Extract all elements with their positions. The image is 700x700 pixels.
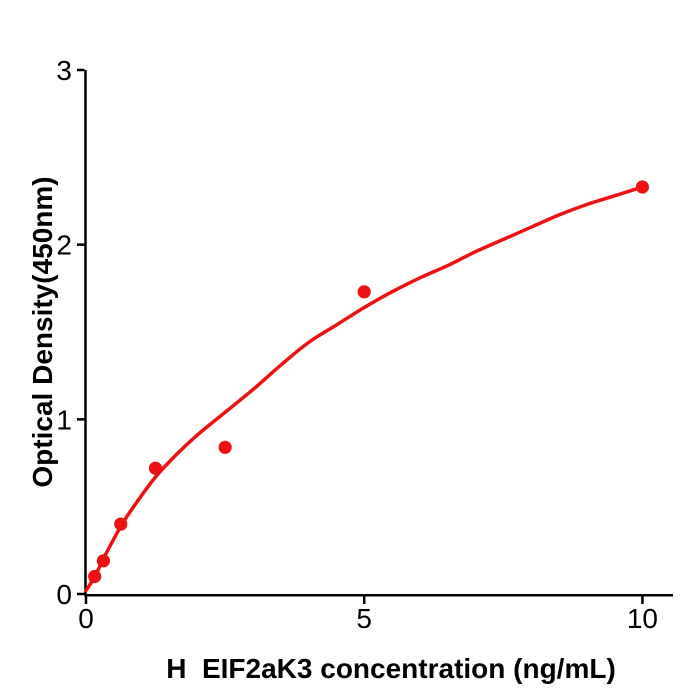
y-axis-title: Optical Density(450nm) bbox=[27, 176, 58, 487]
x-tick-label: 5 bbox=[356, 603, 372, 634]
y-tick-label: 1 bbox=[56, 404, 72, 435]
y-tick-label: 0 bbox=[56, 579, 72, 610]
data-point bbox=[114, 517, 128, 531]
ticks-layer: 0 5 10 0 1 2 3 bbox=[56, 55, 658, 634]
x-tick-label: 0 bbox=[78, 603, 94, 634]
data-point bbox=[96, 554, 110, 568]
data-series-layer bbox=[84, 180, 650, 593]
x-axis-title: H EIF2aK3 concentration (ng/mL) bbox=[166, 653, 616, 684]
data-point bbox=[218, 440, 232, 454]
y-tick-label: 2 bbox=[56, 230, 72, 261]
data-point bbox=[148, 461, 163, 475]
data-point bbox=[357, 285, 371, 299]
axes-layer bbox=[84, 70, 673, 597]
fit-curve bbox=[84, 185, 645, 593]
data-point bbox=[88, 569, 102, 584]
data-point bbox=[635, 180, 650, 194]
x-tick-label: 10 bbox=[627, 603, 658, 634]
y-tick-label: 3 bbox=[56, 55, 72, 86]
